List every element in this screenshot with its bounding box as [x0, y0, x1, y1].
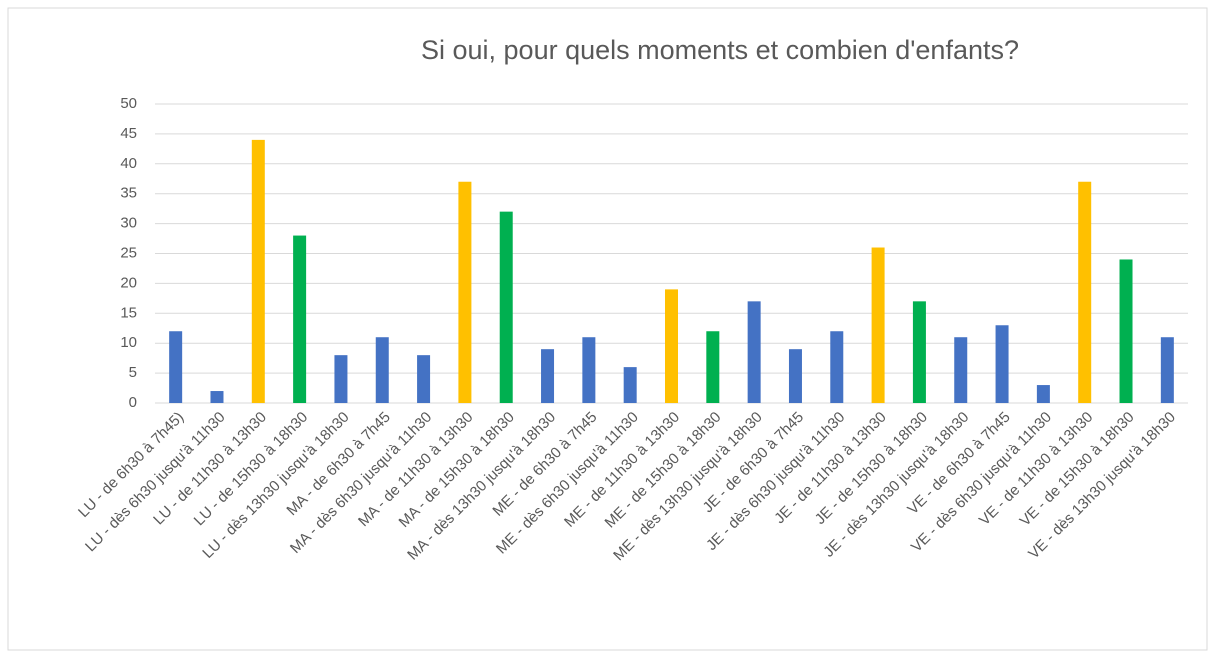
bar — [788, 349, 802, 403]
y-tick-label: 10 — [120, 334, 137, 351]
bar — [1160, 337, 1174, 403]
bar — [1078, 181, 1092, 403]
bar — [1119, 259, 1133, 403]
y-tick-label: 5 — [129, 364, 137, 381]
bar — [871, 247, 885, 403]
y-tick-label: 45 — [120, 125, 137, 142]
bar — [458, 181, 472, 403]
bar — [210, 391, 224, 403]
bar — [995, 325, 1009, 403]
bar — [582, 337, 596, 403]
bar — [499, 211, 513, 403]
y-tick-label: 15 — [120, 304, 137, 321]
bar — [912, 301, 926, 403]
bar — [375, 337, 389, 403]
bar — [251, 139, 265, 403]
y-tick-label: 35 — [120, 185, 137, 202]
bar — [541, 349, 555, 403]
bar — [169, 331, 183, 403]
y-tick-label: 40 — [120, 155, 137, 172]
y-tick-label: 25 — [120, 244, 137, 261]
bar — [417, 355, 431, 403]
y-tick-label: 50 — [120, 95, 137, 112]
bar — [1036, 385, 1050, 403]
bar — [830, 331, 844, 403]
bar — [747, 301, 761, 403]
bar — [706, 331, 720, 403]
chart-title: Si oui, pour quels moments et combien d'… — [421, 35, 1019, 65]
bar — [623, 367, 637, 403]
bar — [293, 235, 307, 403]
bar — [334, 355, 348, 403]
y-tick-label: 30 — [120, 215, 137, 232]
bar — [954, 337, 968, 403]
y-tick-label: 0 — [129, 394, 137, 411]
bar — [665, 289, 678, 403]
y-tick-label: 20 — [120, 274, 137, 291]
